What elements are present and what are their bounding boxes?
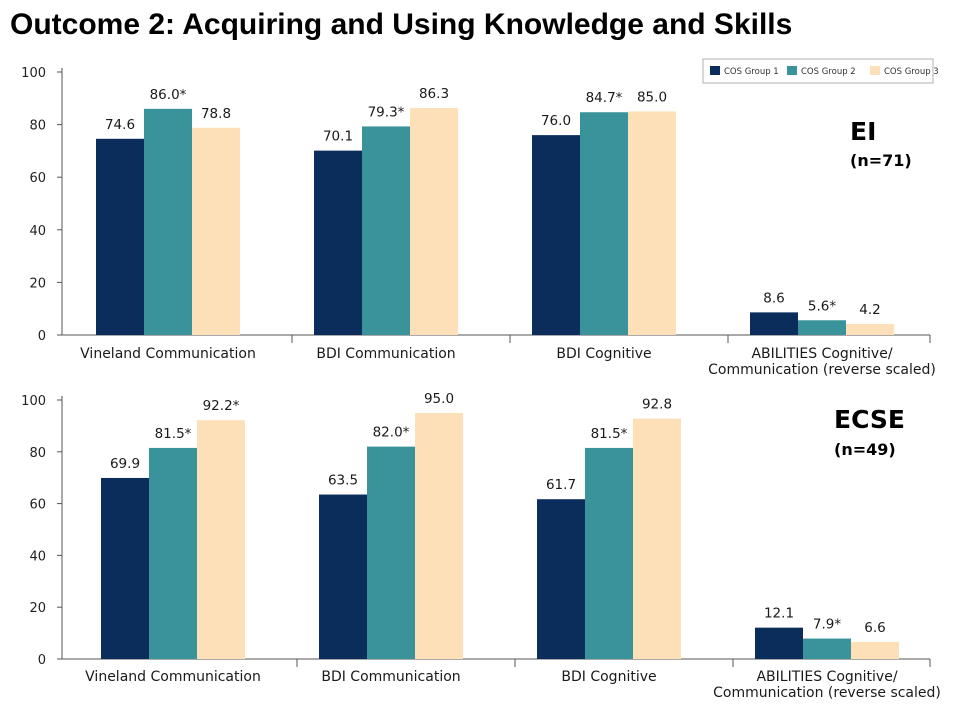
data-label: 81.5*	[591, 426, 628, 442]
legend-box	[702, 58, 934, 84]
x-tick-label: BDI Communication	[316, 346, 455, 362]
bar	[851, 641, 899, 659]
panel-group-label: EI	[850, 117, 876, 146]
data-label: 78.8	[201, 106, 231, 122]
legend-label: COS Group 3	[884, 67, 939, 77]
data-label: 82.0*	[373, 425, 410, 441]
panel-sample-size: (n=71)	[850, 151, 912, 170]
y-tick-label: 80	[29, 446, 46, 461]
data-label: 12.1	[764, 606, 794, 622]
bar	[415, 412, 463, 659]
data-label: 81.5*	[155, 426, 192, 442]
x-tick-label: BDI Cognitive	[561, 669, 656, 685]
legend-label: COS Group 2	[801, 67, 856, 77]
y-tick-label: 20	[29, 601, 46, 616]
bar	[197, 420, 245, 659]
data-label: 79.3*	[368, 104, 405, 120]
x-tick-label: ABILITIES Cognitive/	[751, 346, 892, 362]
panel-group-label: ECSE	[834, 405, 905, 434]
y-tick-label: 40	[29, 549, 46, 564]
legend-swatch	[710, 66, 720, 75]
data-label: 86.3	[419, 86, 449, 102]
bar	[537, 499, 585, 659]
bar	[580, 112, 628, 335]
legend-swatch	[787, 66, 797, 75]
data-label: 63.5	[328, 473, 358, 489]
data-label: 7.9*	[813, 617, 841, 633]
y-tick-label: 60	[29, 498, 46, 513]
bar	[798, 320, 846, 335]
data-label: 6.6	[864, 620, 885, 636]
bar	[96, 138, 144, 335]
x-tick-label: Vineland Communication	[80, 346, 256, 362]
y-tick-label: 0	[38, 329, 46, 344]
legend-label: COS Group 1	[724, 67, 779, 77]
data-label: 74.6	[105, 117, 135, 133]
bar	[319, 494, 367, 659]
x-tick-label: Communication (reverse scaled)	[708, 362, 936, 378]
bar	[755, 627, 803, 659]
data-label: 76.0	[541, 113, 571, 129]
data-label: 70.1	[323, 129, 353, 145]
bar	[362, 126, 410, 335]
bar	[633, 418, 681, 659]
x-tick-label: Vineland Communication	[85, 669, 261, 685]
bar	[628, 111, 676, 335]
data-label: 86.0*	[150, 87, 187, 103]
data-label: 69.9	[110, 456, 140, 472]
bar	[532, 135, 580, 335]
data-label: 61.7	[546, 477, 576, 493]
data-label: 85.0	[637, 89, 667, 105]
x-tick-label: BDI Cognitive	[556, 346, 651, 362]
data-label: 8.6	[763, 290, 784, 306]
bar	[314, 150, 362, 335]
bar	[585, 447, 633, 659]
x-tick-label: Communication (reverse scaled)	[713, 685, 941, 701]
slide-title: Outcome 2: Acquiring and Using Knowledge…	[10, 8, 793, 41]
x-tick-label: ABILITIES Cognitive/	[756, 669, 897, 685]
bar	[367, 446, 415, 659]
y-tick-label: 100	[21, 394, 46, 409]
data-label: 5.6*	[808, 298, 836, 314]
y-tick-label: 20	[29, 276, 46, 291]
bar	[410, 108, 458, 335]
bar	[803, 638, 851, 659]
bar	[149, 447, 197, 659]
bar	[192, 127, 240, 335]
data-label: 84.7*	[586, 90, 623, 106]
y-tick-label: 40	[29, 224, 46, 239]
data-label: 92.8	[642, 397, 672, 413]
panel-sample-size: (n=49)	[834, 440, 896, 459]
bar	[750, 312, 798, 335]
data-label: 95.0	[424, 391, 454, 407]
bar	[101, 477, 149, 659]
y-tick-label: 80	[29, 119, 46, 134]
bar	[846, 323, 894, 335]
x-tick-label: BDI Communication	[321, 669, 460, 685]
data-label: 4.2	[859, 302, 880, 318]
legend-swatch	[870, 66, 880, 75]
data-label: 92.2*	[203, 398, 240, 414]
y-tick-label: 60	[29, 171, 46, 186]
y-tick-label: 0	[38, 653, 46, 668]
bar	[144, 108, 192, 335]
y-tick-label: 100	[21, 66, 46, 81]
